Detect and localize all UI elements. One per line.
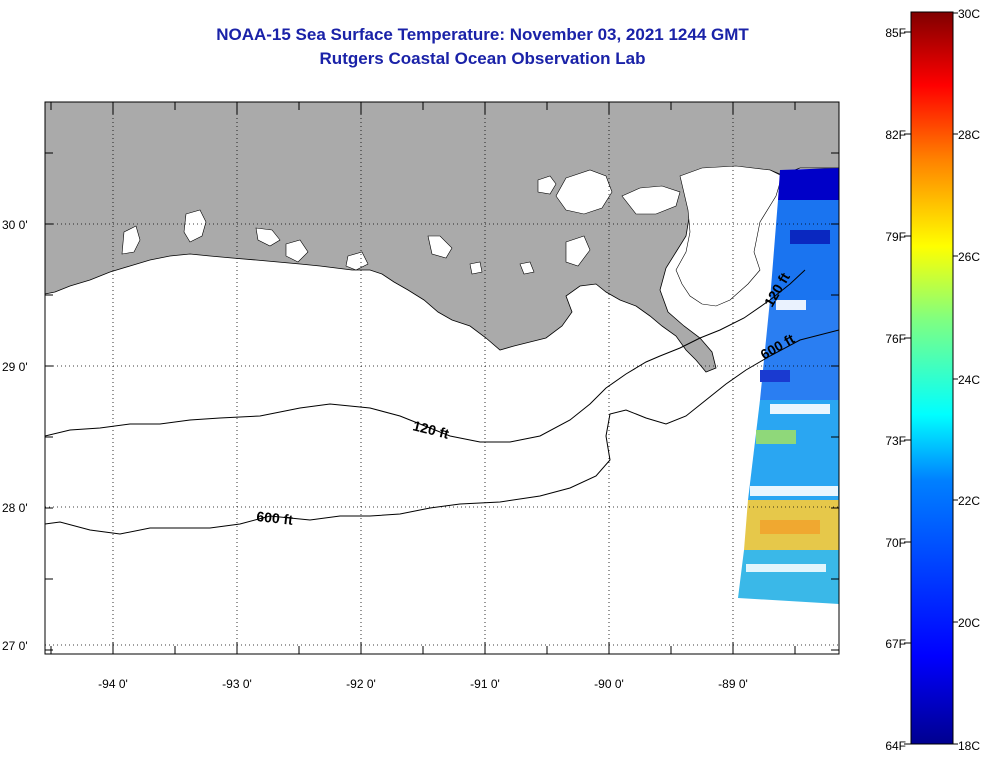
grid-lines <box>45 102 839 654</box>
map-title: NOAA-15 Sea Surface Temperature: Novembe… <box>216 25 749 44</box>
lat-label-30: 30 0' <box>2 218 28 232</box>
f-label-67: 67F <box>885 637 906 651</box>
depth-contours <box>45 269 839 535</box>
longitude-labels: -94 0' -93 0' -92 0' -91 0' -90 0' -89 0… <box>98 677 748 691</box>
contour-label-600-ft: 600 ft <box>256 508 294 528</box>
celsius-labels: 30C 28C 26C 24C 22C 20C 18C <box>958 7 980 753</box>
lon-label-91: -91 0' <box>470 677 500 691</box>
temperature-colorbar: 85F 82F 79F 76F 73F 70F 67F 64F 30C 28C … <box>885 7 980 753</box>
c-label-28: 28C <box>958 128 980 142</box>
c-label-22: 22C <box>958 494 980 508</box>
c-label-26: 26C <box>958 250 980 264</box>
lon-label-89: -89 0' <box>718 677 748 691</box>
lat-label-28: 28 0' <box>2 501 28 515</box>
f-label-76: 76F <box>885 332 906 346</box>
inland-water <box>121 165 783 307</box>
map-frame <box>44 101 840 655</box>
lon-label-92: -92 0' <box>346 677 376 691</box>
lat-label-29: 29 0' <box>2 360 28 374</box>
lon-label-90: -90 0' <box>594 677 624 691</box>
sst-swath <box>738 168 839 604</box>
colorbar-ticks <box>904 12 958 745</box>
c-label-30: 30C <box>958 7 980 21</box>
lat-label-27: 27 0' <box>2 639 28 653</box>
map-subtitle: Rutgers Coastal Ocean Observation Lab <box>319 49 646 68</box>
latitude-labels: 30 0' 29 0' 28 0' 27 0' <box>2 218 28 653</box>
axis-ticks <box>45 102 839 654</box>
lon-label-94: -94 0' <box>98 677 128 691</box>
land-mass <box>45 102 839 373</box>
c-label-20: 20C <box>958 616 980 630</box>
c-label-24: 24C <box>958 373 980 387</box>
f-label-85: 85F <box>885 26 906 40</box>
fahrenheit-labels: 85F 82F 79F 76F 73F 70F 67F 64F <box>885 26 906 753</box>
f-label-79: 79F <box>885 230 906 244</box>
c-label-18: 18C <box>958 739 980 753</box>
map-area: 120 ft 600 ft 120 ft 600 ft <box>45 102 839 654</box>
colorbar-gradient <box>910 11 954 745</box>
f-label-64: 64F <box>885 739 906 753</box>
lon-label-93: -93 0' <box>222 677 252 691</box>
f-label-70: 70F <box>885 536 906 550</box>
f-label-82: 82F <box>885 128 906 142</box>
f-label-73: 73F <box>885 434 906 448</box>
